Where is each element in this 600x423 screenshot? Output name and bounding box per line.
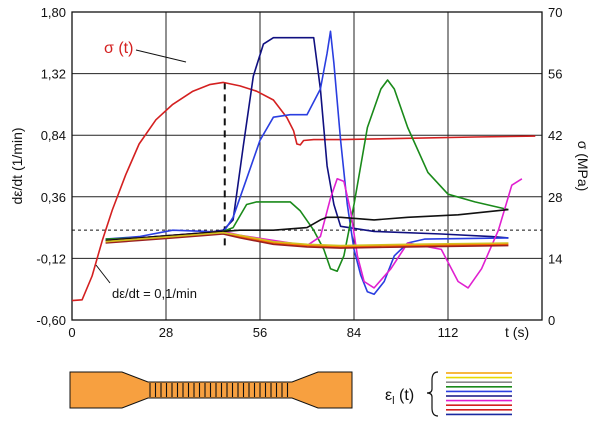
right-tick-label-4: 14 xyxy=(548,251,562,266)
strain-rate-series-line-4 xyxy=(105,178,523,289)
tensile-specimen xyxy=(69,371,353,409)
epsilon-symbol: ε xyxy=(385,387,392,404)
stress-series-line xyxy=(71,81,536,302)
right-tick-label-3: 28 xyxy=(548,190,562,205)
strain-legend-label: εl (t) xyxy=(385,387,414,407)
strain-rate-series-line-7 xyxy=(105,233,509,249)
threshold-leader xyxy=(95,264,111,284)
grid xyxy=(72,12,542,320)
strain-rate-series-line-5 xyxy=(105,208,509,242)
right-tick-label-1: 56 xyxy=(548,67,562,82)
right-axis-ticks: 70 56 42 28 14 0 xyxy=(548,5,562,328)
x-axis-label: t (s) xyxy=(505,324,529,340)
left-tick-label-4: -0,12 xyxy=(36,251,66,266)
strain-gauge-marks xyxy=(149,383,289,397)
left-tick-label-0: 1,80 xyxy=(41,5,66,20)
epsilon-arg: (t) xyxy=(395,387,415,404)
series-group xyxy=(71,30,536,302)
strain-rate-series-line-8 xyxy=(105,231,509,247)
stress-label-leader xyxy=(135,49,187,63)
plot-frame xyxy=(71,11,543,321)
epsilon-subscript: l xyxy=(392,395,394,407)
left-tick-label-5: -0,60 xyxy=(36,313,66,328)
left-tick-label-2: 0,84 xyxy=(41,128,66,143)
legend-brace xyxy=(426,371,439,417)
left-axis-label: dε/dt (1/min) xyxy=(9,127,25,204)
stress-curve-label: σ (t) xyxy=(104,40,133,57)
right-tick-label-0: 70 xyxy=(548,5,562,20)
left-tick-label-3: 0,36 xyxy=(41,190,66,205)
x-tick-label-1: 28 xyxy=(159,325,173,340)
threshold-label: dε/dt = 0,1/min xyxy=(112,286,197,301)
x-tick-label-3: 84 xyxy=(347,325,361,340)
left-tick-label-1: 1,32 xyxy=(41,67,66,82)
x-tick-label-4: 112 xyxy=(438,325,459,340)
right-tick-label-2: 42 xyxy=(548,128,562,143)
x-tick-label-2: 56 xyxy=(253,325,267,340)
right-tick-label-5: 0 xyxy=(548,313,555,328)
strain-legend-lines xyxy=(446,372,512,416)
left-axis-ticks: 1,80 1,32 0,84 0,36 -0,12 -0,60 xyxy=(36,5,66,328)
right-axis-label: σ (MPa) xyxy=(575,141,591,192)
x-tick-label-0: 0 xyxy=(68,325,75,340)
strain-legend: εl (t) xyxy=(385,371,512,417)
x-axis-ticks: 0 28 56 84 112 xyxy=(68,325,458,340)
